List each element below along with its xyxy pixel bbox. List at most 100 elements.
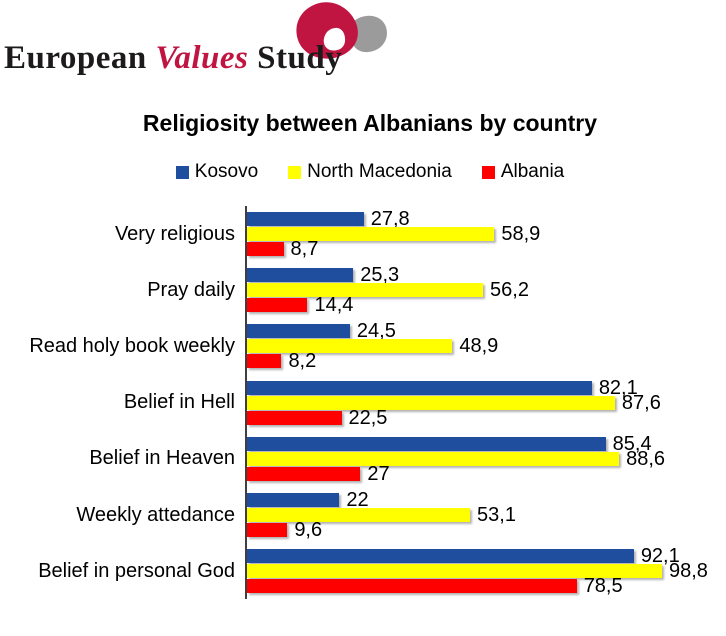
bar-kosovo bbox=[247, 212, 364, 226]
category-bars: 22 53,1 9,6 bbox=[245, 486, 726, 544]
bar-kosovo bbox=[247, 436, 606, 451]
value-label: 22 bbox=[346, 488, 369, 511]
value-label: 8,2 bbox=[288, 350, 317, 373]
bar-line: 78,5 bbox=[247, 575, 726, 598]
value-label: 92,1 bbox=[640, 545, 680, 568]
category-label: Read holy book weekly bbox=[29, 334, 235, 357]
value-label: 53,1 bbox=[477, 503, 516, 526]
legend-item-north-macedonia: North Macedonia bbox=[288, 161, 452, 183]
category-label: Belief in Heaven bbox=[89, 447, 235, 470]
category-bars: 24,5 48,9 8,2 bbox=[245, 318, 726, 375]
logo-word-values: Values bbox=[155, 40, 249, 76]
bar-line: 14,4 bbox=[247, 294, 726, 317]
legend-swatch-kosovo bbox=[175, 165, 189, 179]
bar-albania bbox=[247, 410, 342, 425]
bar-line: 8,7 bbox=[247, 238, 726, 260]
category-row: Read holy book weekly 24,5 48,9 8,2 bbox=[0, 318, 726, 375]
value-label: 85,4 bbox=[612, 432, 652, 455]
category-label: Belief in personal God bbox=[38, 559, 235, 582]
category-bars: 25,3 56,2 14,4 bbox=[245, 262, 726, 319]
bar-north-macedonia bbox=[247, 507, 471, 522]
bar-albania bbox=[247, 298, 308, 313]
value-label: 9,6 bbox=[294, 518, 323, 541]
legend-label: Kosovo bbox=[194, 161, 259, 182]
bar-albania bbox=[247, 579, 577, 594]
logo-gray-blob bbox=[351, 15, 387, 53]
category-row: Very religious 27,8 58,9 8,7 bbox=[0, 206, 726, 263]
value-label: 24,5 bbox=[356, 320, 396, 343]
category-bars: 92,1 98,8 78,5 bbox=[245, 543, 726, 600]
bar-north-macedonia bbox=[247, 339, 453, 354]
bar-line: 92,1 bbox=[247, 545, 726, 568]
value-label: 88,6 bbox=[626, 447, 666, 470]
value-label: 8,7 bbox=[290, 238, 319, 260]
bar-line: 88,6 bbox=[247, 447, 726, 470]
category-label: Pray daily bbox=[147, 278, 235, 301]
evs-logo-mark bbox=[296, 2, 387, 59]
bar-albania bbox=[247, 354, 282, 369]
bar-line: 53,1 bbox=[247, 503, 726, 526]
bar-north-macedonia bbox=[247, 564, 662, 579]
bar-kosovo bbox=[247, 549, 634, 564]
chart-title: Religiosity between Albanians by country bbox=[142, 110, 598, 136]
bar-kosovo bbox=[247, 380, 592, 395]
value-label: 98,8 bbox=[668, 560, 708, 583]
value-label: 82,1 bbox=[598, 376, 638, 399]
bar-line: 8,2 bbox=[247, 350, 726, 373]
value-label: 27 bbox=[367, 462, 390, 485]
legend-item-kosovo: Kosovo bbox=[175, 161, 259, 183]
bar-line: 82,1 bbox=[247, 376, 726, 399]
value-label: 87,6 bbox=[621, 391, 661, 414]
value-label: 56,2 bbox=[490, 279, 529, 302]
bar-line: 9,6 bbox=[247, 518, 726, 541]
value-label: 78,5 bbox=[583, 575, 623, 598]
legend-swatch-north-macedonia bbox=[288, 165, 302, 179]
value-label: 14,4 bbox=[314, 294, 354, 317]
bar-line: 48,9 bbox=[247, 335, 726, 358]
bar-line: 56,2 bbox=[247, 279, 726, 302]
category-row: Belief in Hell 82,1 87,6 22,5 bbox=[0, 374, 726, 431]
category-label: Very religious bbox=[114, 222, 235, 245]
plot-area: Very religious 27,8 58,9 8,7 Pray daily 25,3 5… bbox=[0, 206, 726, 600]
legend-swatch-albania bbox=[481, 165, 495, 179]
bar-line: 85,4 bbox=[247, 432, 726, 455]
bar-north-macedonia bbox=[247, 395, 615, 410]
bar-line: 87,6 bbox=[247, 391, 726, 414]
category-row: Pray daily 25,3 56,2 14,4 bbox=[0, 262, 726, 319]
legend-item-albania: Albania bbox=[481, 161, 565, 183]
category-row: Belief in personal God 92,1 98,8 78,5 bbox=[0, 543, 726, 600]
bar-albania bbox=[247, 242, 284, 256]
value-label: 25,3 bbox=[360, 264, 400, 287]
category-label: Belief in Hell bbox=[123, 391, 235, 414]
bar-line: 98,8 bbox=[247, 560, 726, 583]
value-label: 58,9 bbox=[501, 223, 541, 245]
bar-line: 22,5 bbox=[247, 406, 726, 429]
category-label: Weekly attedance bbox=[76, 503, 235, 526]
value-label: 27,8 bbox=[370, 208, 410, 230]
bar-line: 58,9 bbox=[247, 223, 726, 245]
bar-albania bbox=[247, 522, 288, 537]
logo-white-triangle bbox=[323, 27, 346, 51]
category-row: Belief in Heaven 85,4 88,6 27 bbox=[0, 430, 726, 487]
category-bars: 85,4 88,6 27 bbox=[245, 430, 726, 487]
value-label: 22,5 bbox=[348, 406, 388, 429]
bar-line: 24,5 bbox=[247, 320, 726, 343]
logo-word-study: Study bbox=[257, 40, 343, 76]
bar-kosovo bbox=[247, 492, 340, 507]
category-row: Weekly attedance 22 53,1 9,6 bbox=[0, 486, 726, 544]
legend-label: Albania bbox=[500, 161, 565, 182]
evs-logo-text: European Values Study bbox=[4, 40, 342, 77]
logo-word-european: European bbox=[4, 40, 147, 76]
bar-line: 22 bbox=[247, 488, 726, 511]
bar-kosovo bbox=[247, 324, 350, 339]
value-label: 48,9 bbox=[459, 335, 499, 358]
bar-line: 27 bbox=[247, 462, 726, 485]
bar-line: 25,3 bbox=[247, 264, 726, 287]
category-bars: 27,8 58,9 8,7 bbox=[245, 206, 726, 263]
bar-albania bbox=[247, 466, 361, 481]
bar-north-macedonia bbox=[247, 451, 620, 466]
bar-kosovo bbox=[247, 268, 354, 283]
chart-legend: Kosovo North Macedonia Albania bbox=[0, 161, 726, 183]
legend-label: North Macedonia bbox=[307, 161, 452, 182]
